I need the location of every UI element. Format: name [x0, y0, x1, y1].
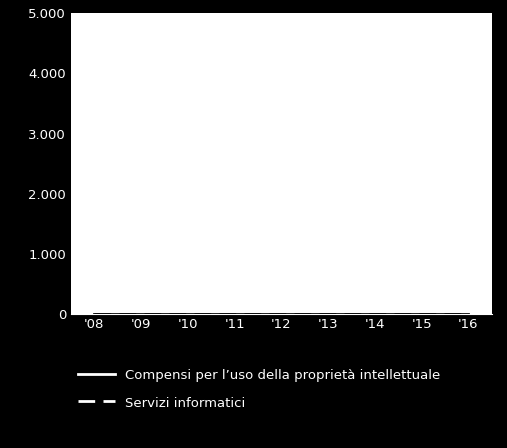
Legend: Compensi per l’uso della proprietà intellettuale, Servizi informatici: Compensi per l’uso della proprietà intel…: [78, 368, 440, 410]
